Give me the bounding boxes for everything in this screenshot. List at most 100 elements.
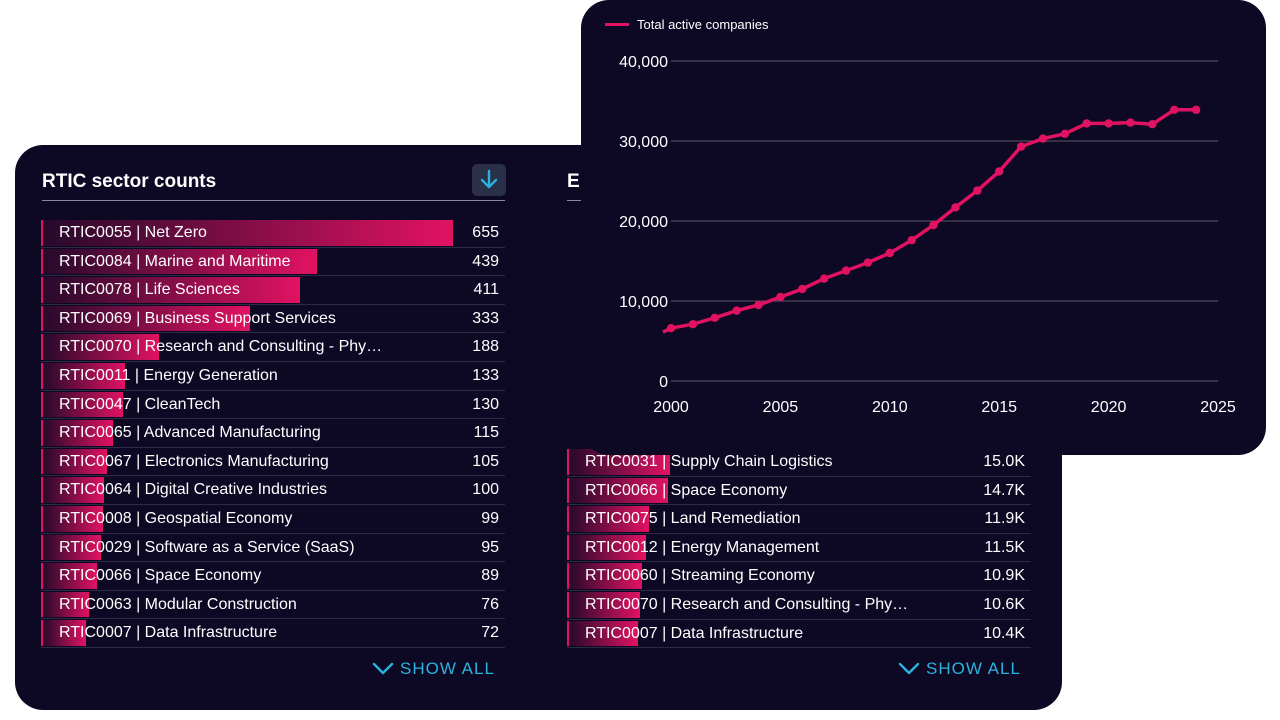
y-tick-label: 0	[659, 374, 668, 391]
left-sector-row[interactable]: RTIC0067 | Electronics Manufacturing 105	[41, 448, 505, 477]
left-sector-row-value: 89	[481, 567, 499, 585]
left-sector-row-label: RTIC0064 | Digital Creative Industries	[59, 481, 327, 499]
left-sector-row[interactable]: RTIC0008 | Geospatial Economy 99	[41, 505, 505, 534]
left-sector-row-label: RTIC0066 | Space Economy	[59, 567, 262, 585]
chevron-down-icon	[372, 662, 394, 675]
left-sector-row-label: RTIC0008 | Geospatial Economy	[59, 509, 293, 527]
left-sector-row-label: RTIC0029 | Software as a Service (SaaS)	[59, 538, 355, 556]
left-sector-row[interactable]: RTIC0084 | Marine and Maritime 439	[41, 248, 505, 277]
right-sector-bar	[567, 591, 640, 618]
right-sector-row-value: 10.9K	[983, 567, 1025, 585]
right-sector-row-label: RTIC0066 | Space Economy	[585, 481, 788, 499]
left-sector-row-value: 133	[472, 366, 499, 384]
rtic-sector-counts-title: RTIC sector counts	[42, 171, 217, 192]
data-point	[1104, 119, 1113, 128]
right-sector-row[interactable]: RTIC0070 | Research and Consulting - Phy…	[567, 591, 1031, 620]
left-sector-row-label: RTIC0047 | CleanTech	[59, 395, 221, 413]
right-sector-row-label: RTIC0070 | Research and Consulting - Phy…	[585, 595, 909, 613]
right-sector-row[interactable]: RTIC0012 | Energy Management 11.5K	[567, 534, 1031, 563]
left-sector-row[interactable]: RTIC0063 | Modular Construction 76	[41, 591, 505, 620]
right-sector-row[interactable]: RTIC0075 | Land Remediation 11.9K	[567, 505, 1031, 534]
right-sector-row[interactable]: RTIC0060 | Streaming Economy 10.9K	[567, 562, 1031, 591]
left-sector-row-value: 99	[481, 509, 499, 527]
right-sector-row-label: RTIC0060 | Streaming Economy	[585, 567, 815, 585]
left-sector-bar	[41, 563, 97, 589]
left-sector-bar	[41, 448, 108, 475]
y-tick-label: 20,000	[619, 214, 668, 231]
left-sector-row-label: RTIC0007 | Data Infrastructure	[59, 624, 278, 642]
data-point	[863, 258, 873, 267]
left-sector-row[interactable]: RTIC0011 | Energy Generation 133	[41, 362, 505, 391]
right-sector-bar	[567, 506, 649, 532]
x-tick-label: 2025	[1200, 399, 1236, 416]
right-sector-row-value: 15.0K	[983, 453, 1025, 470]
left-sector-row-value: 439	[472, 252, 499, 270]
right-sector-row[interactable]: RTIC0066 | Space Economy 14.7K	[567, 477, 1031, 506]
left-sector-row-value: 100	[472, 481, 499, 499]
right-sector-row[interactable]: RTIC0007 | Data Infrastructure 10.4K	[567, 620, 1031, 649]
left-sector-row-value: 130	[472, 395, 499, 413]
data-point	[710, 313, 719, 322]
left-sector-row-value: 95	[481, 538, 499, 556]
data-point	[885, 248, 894, 258]
y-tick-label: 40,000	[619, 54, 668, 71]
left-sector-row[interactable]: RTIC0064 | Digital Creative Industries 10…	[41, 476, 505, 505]
left-sector-row-label: RTIC0067 | Electronics Manufacturing	[59, 452, 329, 470]
left-sector-row-value: 105	[472, 452, 499, 470]
left-sector-row[interactable]: RTIC0047 | CleanTech 130	[41, 391, 505, 420]
data-point	[732, 306, 741, 315]
data-point	[973, 186, 982, 195]
left-sector-row[interactable]: RTIC0029 | Software as a Service (SaaS) 9…	[41, 534, 505, 563]
left-sector-row-label: RTIC0065 | Advanced Manufacturing	[59, 424, 321, 442]
x-tick-label: 2010	[872, 399, 908, 416]
right-show-all-button[interactable]: SHOW ALL	[898, 659, 1021, 679]
left-show-all-label: SHOW ALL	[400, 659, 495, 678]
data-point	[1060, 129, 1070, 138]
right-sector-row-value: 11.9K	[984, 510, 1025, 528]
left-sector-row-value: 411	[473, 281, 499, 299]
data-point	[1170, 105, 1179, 115]
line-chart: 0 10,000 20,000 30,000 40,000 2000 2005 2010 201…	[619, 54, 1236, 416]
data-point	[666, 324, 676, 333]
left-sector-bar	[41, 534, 101, 561]
left-sector-bar	[41, 420, 114, 446]
data-point	[776, 292, 785, 302]
left-sector-row-value: 115	[473, 424, 499, 442]
right-section-title: E	[567, 171, 580, 192]
download-button[interactable]	[472, 164, 506, 196]
chevron-down-icon	[898, 662, 920, 675]
left-sector-bar	[41, 334, 160, 360]
left-sector-row-label: RTIC0084 | Marine and Maritime	[59, 252, 291, 270]
x-tick-label: 2005	[763, 399, 799, 416]
left-sector-row[interactable]: RTIC0065 | Advanced Manufacturing 115	[41, 419, 505, 448]
x-tick-label: 2020	[1091, 399, 1127, 416]
left-sector-bar	[41, 305, 251, 332]
left-sector-row[interactable]: RTIC0007 | Data Infrastructure 72	[41, 619, 505, 648]
left-show-all-button[interactable]: SHOW ALL	[372, 659, 495, 679]
data-point	[819, 274, 829, 283]
left-sector-row-label: RTIC0011 | Energy Generation	[59, 366, 278, 384]
left-sector-row[interactable]: RTIC0066 | Space Economy 89	[41, 562, 505, 591]
left-sector-bar	[41, 277, 300, 303]
data-point	[798, 284, 807, 294]
data-point	[995, 167, 1004, 176]
left-sector-row[interactable]: RTIC0078 | Life Sciences 411	[41, 276, 505, 305]
left-sector-row[interactable]: RTIC0055 | Net Zero 655	[41, 219, 505, 248]
right-sector-row-value: 10.6K	[983, 595, 1025, 613]
x-tick-label: 2000	[653, 399, 689, 416]
left-sector-bar	[41, 391, 123, 418]
left-sector-row-value: 72	[481, 624, 499, 642]
left-sector-row[interactable]: RTIC0070 | Research and Consulting - Phy…	[41, 333, 505, 362]
data-point	[1082, 119, 1091, 128]
left-sector-row-label: RTIC0078 | Life Sciences	[59, 281, 240, 299]
x-tick-label: 2015	[981, 399, 1017, 416]
right-sector-row-value: 14.7K	[983, 481, 1025, 499]
legend-label: Total active companies	[637, 17, 769, 32]
data-point	[951, 203, 960, 212]
right-sector-row-value: 10.4K	[983, 624, 1025, 642]
left-sector-row[interactable]: RTIC0069 | Business Support Services 333	[41, 305, 505, 334]
left-divider	[42, 200, 505, 201]
left-sector-bar	[41, 248, 318, 275]
left-sector-bar	[41, 620, 87, 646]
data-point	[1126, 118, 1135, 127]
